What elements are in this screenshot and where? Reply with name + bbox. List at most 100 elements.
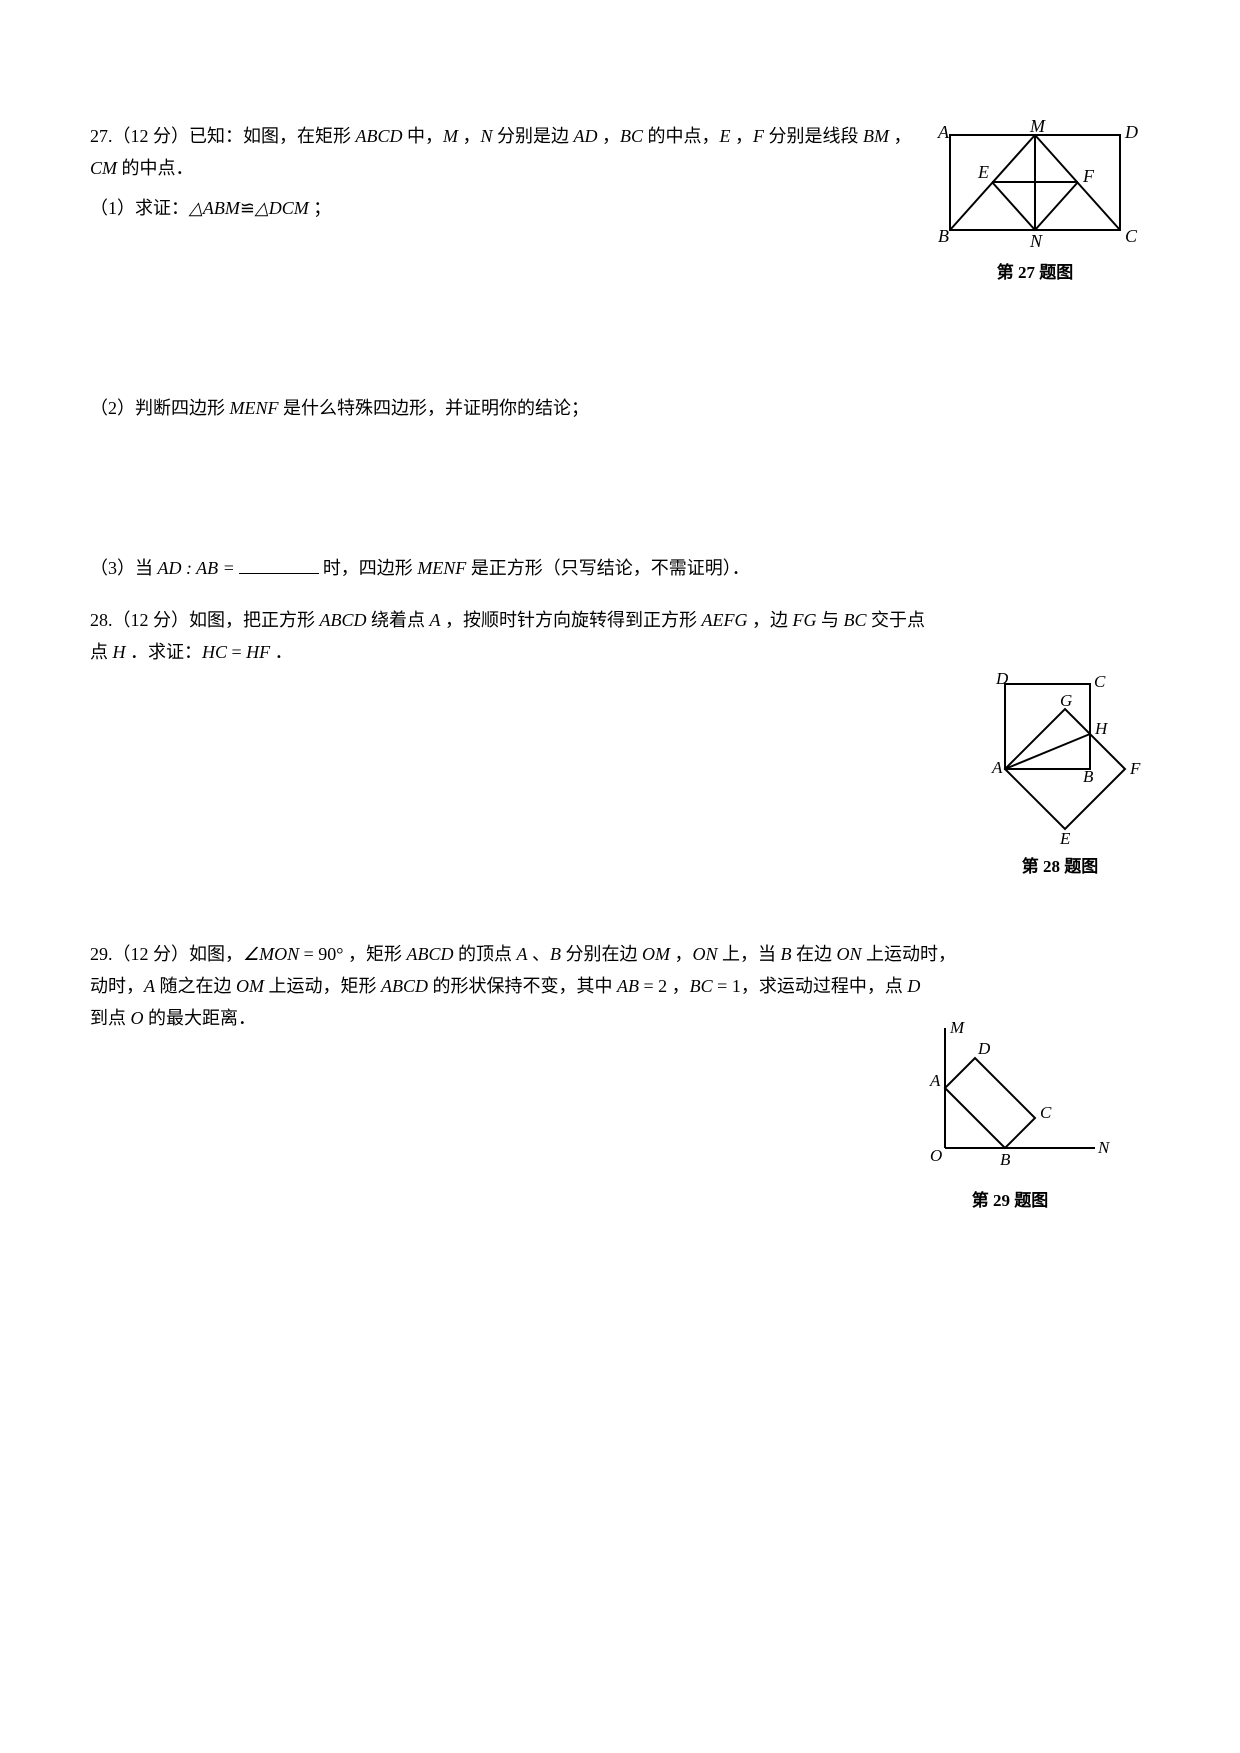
math-a: A — [144, 976, 155, 996]
math-h: H — [113, 642, 126, 662]
label-g: G — [1060, 691, 1072, 710]
math-fg: FG — [792, 610, 816, 630]
stem-text: 绕着点 — [367, 610, 430, 630]
math-bm: BM — [863, 126, 889, 146]
blank-answer — [239, 573, 319, 574]
math-bc: BC — [690, 976, 713, 996]
stem-text: 在边 — [792, 944, 837, 964]
stem-text: 的顶点 — [454, 944, 517, 964]
math-a: A — [430, 610, 441, 630]
math-om: OM — [236, 976, 264, 996]
math-on: ON — [837, 944, 862, 964]
stem-text: 上运动时， — [862, 944, 957, 964]
stem-text: 随之在边 — [155, 976, 236, 996]
math-d: D — [907, 976, 920, 996]
problem-28: 28.（12 分）如图，把正方形 ABCD 绕着点 A ，按顺时针方向旋转得到正… — [90, 604, 1150, 918]
label-a: A — [991, 758, 1003, 777]
label-h: H — [1094, 719, 1109, 738]
math-hc: HC — [202, 642, 227, 662]
stem-text: 分别是线段 — [764, 126, 863, 146]
label-b: B — [1000, 1150, 1011, 1169]
label-f: F — [1129, 759, 1141, 778]
stem-text: ． — [270, 642, 293, 662]
stem-text: ，矩形 — [344, 944, 407, 964]
figure-28-svg: D C A B G H F E — [970, 664, 1150, 844]
label-b: B — [938, 226, 949, 246]
sub-label: （1）求证： — [90, 198, 189, 218]
cong-symbol: ≌ — [240, 198, 255, 218]
math-menf: MENF — [230, 398, 279, 418]
math-ab: AB — [617, 976, 639, 996]
label-m: M — [949, 1018, 965, 1037]
stem-text: ， — [458, 126, 481, 146]
math-triangle: △DCM — [255, 198, 309, 218]
math-a: A — [517, 944, 528, 964]
label-e: E — [1059, 829, 1071, 844]
stem-text: ， — [731, 126, 754, 146]
sub-text: （3）当 — [90, 558, 158, 578]
sub-text: 是正方形（只写结论，不需证明）． — [466, 558, 750, 578]
math-ad: AD — [574, 126, 598, 146]
label-c: C — [1040, 1103, 1052, 1122]
figure-29-svg: M D A C O B N — [910, 1018, 1110, 1178]
figure-27-container: A M D E F B N C 第 27 题图 — [920, 120, 1150, 283]
label-f: F — [1082, 166, 1095, 186]
stem-text: 到点 — [90, 1008, 131, 1028]
stem-text: 、 — [528, 944, 551, 964]
stem-text: ； — [309, 198, 332, 218]
problem-points: （12 分） — [113, 944, 190, 964]
stem-text: 上运动，矩形 — [264, 976, 381, 996]
eq-symbol: = — [227, 642, 246, 662]
stem-text: 的形状保持不变，其中 — [428, 976, 617, 996]
label-a: A — [929, 1071, 941, 1090]
math-aefg: AEFG — [702, 610, 748, 630]
math-abcd: ABCD — [381, 976, 428, 996]
label-d: D — [995, 669, 1009, 688]
stem-text: 的中点， — [643, 126, 720, 146]
math-hf: HF — [246, 642, 270, 662]
math-on: ON — [693, 944, 718, 964]
stem-text: = 1 — [713, 976, 741, 996]
math-angle: ∠MON — [243, 944, 299, 964]
math-o: O — [131, 1008, 144, 1028]
stem-text: ，按顺时针方向旋转得到正方形 — [441, 610, 702, 630]
problem-27-sub2: （2）判断四边形 MENF 是什么特殊四边形，并证明你的结论； — [90, 392, 1150, 424]
stem-text: ，边 — [747, 610, 792, 630]
label-e: E — [977, 162, 989, 182]
stem-text: 已知：如图，在矩形 — [189, 126, 356, 146]
stem-text: ，求运动过程中，点 — [741, 976, 908, 996]
math-menf: MENF — [417, 558, 466, 578]
stem-text: 如图，把正方形 — [189, 610, 320, 630]
sub-text: 时，四边形 — [323, 558, 418, 578]
stem-text: 分别在边 — [561, 944, 642, 964]
stem-text: ．求证： — [126, 642, 203, 662]
figure-28-container: D C A B G H F E 第 28 题图 — [970, 664, 1150, 877]
problem-27-sub3: （3）当 AD : AB = 时，四边形 MENF 是正方形（只写结论，不需证明）… — [90, 552, 1150, 584]
label-m: M — [1029, 120, 1046, 136]
math-bc: BC — [843, 610, 866, 630]
problem-28-stem: 28.（12 分）如图，把正方形 ABCD 绕着点 A ，按顺时针方向旋转得到正… — [90, 604, 1150, 668]
stem-text: 交于点 — [867, 610, 926, 630]
label-b: B — [1083, 767, 1094, 786]
figure-29-container: M D A C O B N 第 29 题图 — [910, 1018, 1110, 1211]
math-e: E — [720, 126, 731, 146]
math-b: B — [781, 944, 792, 964]
label-c: C — [1125, 226, 1138, 246]
problem-points: （12 分） — [113, 126, 190, 146]
stem-text: 与 — [816, 610, 843, 630]
sub-text: 是什么特殊四边形，并证明你的结论； — [279, 398, 590, 418]
math-ratio: AD : AB = — [158, 558, 235, 578]
label-d: D — [1124, 122, 1138, 142]
stem-text: 的中点． — [117, 158, 194, 178]
math-abcd: ABCD — [407, 944, 454, 964]
math-om: OM — [642, 944, 670, 964]
math-b: B — [550, 944, 561, 964]
stem-text: 点 — [90, 642, 113, 662]
stem-text: 上，当 — [718, 944, 781, 964]
figure-28-caption: 第 28 题图 — [970, 852, 1150, 877]
math-abcd: ABCD — [320, 610, 367, 630]
math-bc: BC — [620, 126, 643, 146]
math-triangle: △ABM — [189, 198, 240, 218]
label-d: D — [977, 1039, 991, 1058]
problem-29: 29.（12 分）如图，∠MON = 90° ，矩形 ABCD 的顶点 A 、B… — [90, 938, 1150, 1034]
